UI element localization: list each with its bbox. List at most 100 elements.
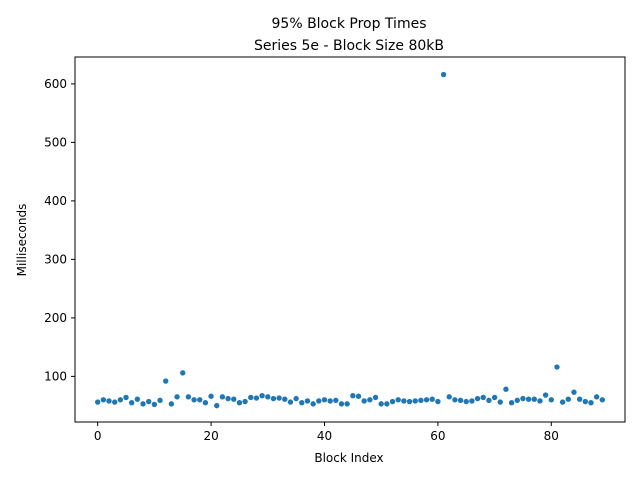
data-point xyxy=(129,400,135,406)
data-point xyxy=(293,395,299,402)
data-point xyxy=(429,396,435,402)
data-point xyxy=(344,401,350,407)
x-tick-label: 60 xyxy=(430,429,445,443)
data-point xyxy=(225,395,231,402)
data-point xyxy=(457,397,464,404)
data-point xyxy=(565,396,571,402)
data-point xyxy=(474,395,481,402)
data-point xyxy=(452,397,458,403)
data-point xyxy=(542,392,549,398)
data-point xyxy=(576,396,583,402)
data-point xyxy=(525,396,532,402)
data-point xyxy=(446,394,452,400)
data-point xyxy=(253,395,260,401)
data-point xyxy=(412,398,418,404)
y-tick-label: 300 xyxy=(44,252,67,266)
data-point xyxy=(537,398,543,404)
x-tick-label: 20 xyxy=(203,429,218,443)
data-point xyxy=(548,397,554,403)
data-point xyxy=(94,399,101,405)
data-point xyxy=(140,401,146,407)
data-point xyxy=(287,399,294,405)
data-point xyxy=(231,396,237,402)
data-point xyxy=(423,397,430,403)
data-point xyxy=(270,395,277,402)
x-axis-ticks: 0 20 40 60 80 xyxy=(94,422,559,443)
plot-frame xyxy=(74,56,626,423)
y-tick-label: 500 xyxy=(44,135,67,149)
data-point xyxy=(310,401,316,407)
data-point xyxy=(321,397,328,403)
data-point xyxy=(372,394,379,401)
x-tick-label: 0 xyxy=(94,429,102,443)
x-tick-label: 40 xyxy=(317,429,332,443)
data-point xyxy=(588,400,594,406)
data-point xyxy=(406,398,413,405)
data-point xyxy=(265,394,271,400)
data-point xyxy=(259,392,265,399)
data-point xyxy=(333,397,339,404)
y-tick-label: 100 xyxy=(44,369,67,383)
data-point xyxy=(219,394,226,400)
data-point xyxy=(497,399,503,405)
data-point xyxy=(480,394,486,401)
data-point xyxy=(440,71,447,78)
data-point xyxy=(242,398,248,405)
data-point xyxy=(367,397,373,403)
data-point xyxy=(146,398,152,405)
data-point xyxy=(282,396,288,402)
data-points xyxy=(94,71,606,409)
data-point xyxy=(599,397,606,403)
y-axis-label: Milliseconds xyxy=(15,204,29,277)
data-point xyxy=(361,398,367,404)
data-point xyxy=(554,364,560,370)
data-point xyxy=(304,398,311,404)
data-point xyxy=(378,401,384,407)
data-point xyxy=(248,394,254,401)
data-point xyxy=(191,397,197,403)
data-point xyxy=(514,397,520,404)
data-point xyxy=(174,394,180,400)
data-point xyxy=(214,402,220,409)
y-tick-label: 400 xyxy=(44,194,67,208)
data-point xyxy=(316,398,322,404)
data-point xyxy=(350,392,356,399)
data-point xyxy=(401,398,407,404)
data-point xyxy=(355,393,362,399)
y-axis-ticks: 100 200 300 400 500 600 xyxy=(44,77,75,383)
data-point xyxy=(106,398,112,404)
data-point xyxy=(384,401,390,407)
data-point xyxy=(185,394,192,400)
x-tick-label: 80 xyxy=(544,429,559,443)
data-point xyxy=(123,394,129,401)
data-point xyxy=(327,398,333,404)
data-point xyxy=(520,395,526,402)
data-point xyxy=(299,400,305,406)
data-point xyxy=(418,397,424,404)
data-point xyxy=(469,398,475,404)
data-point xyxy=(338,401,345,407)
data-point xyxy=(276,395,282,401)
data-point xyxy=(531,396,537,402)
data-point xyxy=(503,386,509,392)
data-point xyxy=(435,398,441,405)
data-point xyxy=(491,394,498,401)
data-point xyxy=(134,396,141,402)
data-point xyxy=(559,399,566,405)
data-point xyxy=(197,397,203,403)
data-point xyxy=(151,401,158,408)
data-point xyxy=(582,398,589,405)
data-point xyxy=(111,399,118,405)
chart-subtitle: Series 5e - Block Size 80kB xyxy=(254,38,444,54)
data-point xyxy=(389,398,396,405)
x-axis-label: Block Index xyxy=(314,451,383,465)
data-point xyxy=(100,397,107,403)
y-tick-label: 600 xyxy=(44,77,67,91)
data-point xyxy=(395,397,401,403)
data-point xyxy=(236,400,243,406)
data-point xyxy=(571,389,577,395)
y-tick-label: 200 xyxy=(44,311,67,325)
data-point xyxy=(463,398,469,405)
data-point xyxy=(508,400,515,406)
